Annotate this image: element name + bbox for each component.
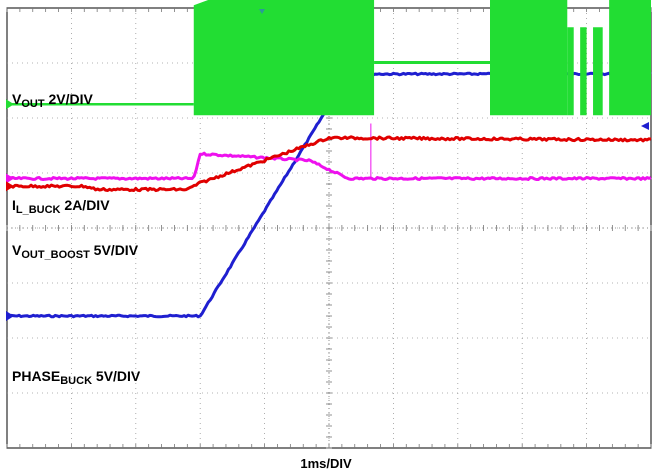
x-axis-label: 1ms/DIV [300, 456, 352, 471]
phase-buck-switching-burst [593, 27, 603, 116]
traces [6, 0, 652, 319]
label-vout: VOUT 2V/DIV [12, 91, 93, 110]
channel-marker-phase-buck [6, 99, 14, 110]
channel-marker-il_buck [6, 173, 14, 184]
graticule-grid [6, 7, 652, 449]
channel-markers [6, 9, 649, 321]
phase-buck-switching-burst [490, 0, 568, 116]
phase-buck-switching-burst [567, 27, 574, 116]
trace-vout_boost [6, 135, 652, 193]
trigger-position-marker [259, 9, 265, 14]
trace-il_buck [6, 151, 652, 181]
label-il-buck: IL_BUCK 2A/DIV [12, 197, 110, 216]
phase-buck-switching-burst [609, 0, 651, 116]
trigger-level-marker [641, 122, 649, 130]
channel-marker-vout_boost [6, 181, 14, 192]
phase-buck-switching-burst [193, 0, 375, 116]
channel-marker-vout [6, 311, 14, 321]
label-vout-boost: VOUT_BOOST 5V/DIV [12, 242, 139, 261]
label-phase-buck: PHASEBUCK 5V/DIV [12, 368, 141, 387]
phase-buck-switching-burst [580, 27, 587, 116]
